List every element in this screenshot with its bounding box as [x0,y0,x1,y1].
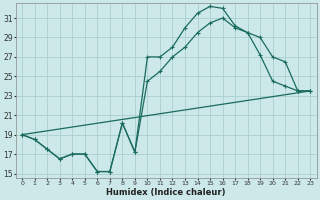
X-axis label: Humidex (Indice chaleur): Humidex (Indice chaleur) [107,188,226,197]
